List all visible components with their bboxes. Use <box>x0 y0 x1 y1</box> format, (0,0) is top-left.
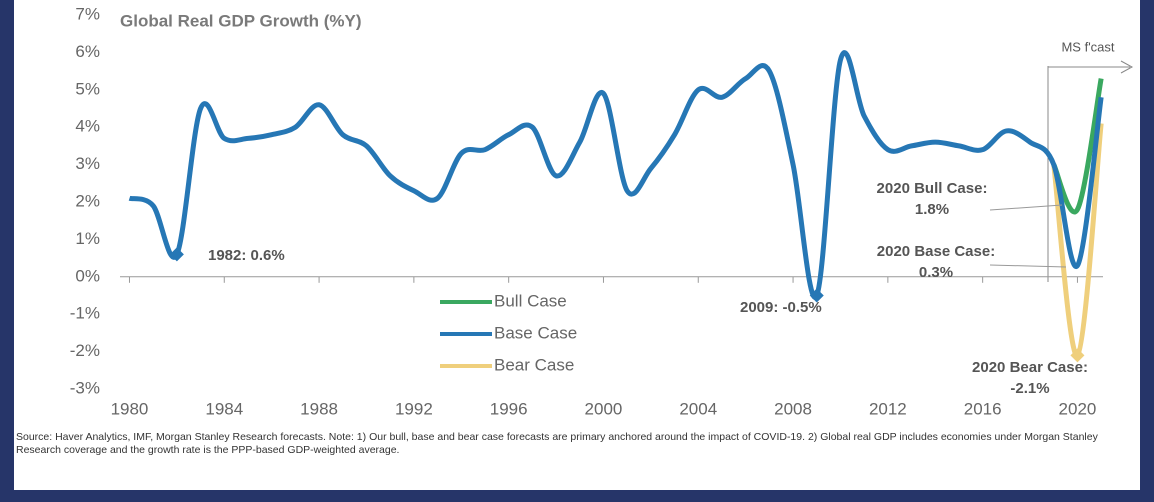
annotation: -2.1% <box>1010 380 1049 397</box>
annotation-arrow <box>989 204 1063 211</box>
panel <box>14 0 1140 490</box>
y-tick-label: 6% <box>75 42 100 61</box>
series-line <box>128 50 1104 300</box>
y-tick-label: 7% <box>75 4 100 23</box>
annotation: 2020 Base Case: <box>877 243 995 260</box>
x-tick-label: 2012 <box>869 399 907 418</box>
annotation-arrow <box>989 264 1067 268</box>
chart-title: Global Real GDP Growth (%Y) <box>120 11 362 30</box>
x-tick-label: 2020 <box>1059 399 1097 418</box>
point-marker <box>1070 348 1085 363</box>
x-tick-label: 2008 <box>774 399 812 418</box>
forecast-arrowhead <box>1120 60 1134 74</box>
annotation: 1.8% <box>915 201 949 218</box>
x-tick-label: 2000 <box>585 399 623 418</box>
x-tick-label: 1984 <box>205 399 243 418</box>
x-tick-label: 1992 <box>395 399 433 418</box>
y-tick-label: -3% <box>70 378 100 397</box>
y-tick-label: 0% <box>75 266 100 285</box>
point-marker <box>809 288 824 303</box>
annotation: 2020 Bull Case: <box>877 180 988 197</box>
y-tick-label: 2% <box>75 191 100 210</box>
y-tick-label: 3% <box>75 154 100 173</box>
annotation: 2020 Bear Case: <box>972 359 1088 376</box>
x-tick-label: 2004 <box>679 399 717 418</box>
y-tick-label: -1% <box>70 304 100 323</box>
y-tick-label: 4% <box>75 117 100 136</box>
annotation: 0.3% <box>919 264 953 281</box>
annotation: 1982: 0.6% <box>208 247 285 264</box>
x-tick-label: 1988 <box>300 399 338 418</box>
x-tick-label: 2016 <box>964 399 1002 418</box>
point-marker <box>169 247 184 262</box>
y-tick-label: 5% <box>75 79 100 98</box>
x-tick-label: 1996 <box>490 399 528 418</box>
annotation: MS f'cast <box>1061 39 1114 54</box>
legend-label: Base Case <box>494 323 577 342</box>
x-tick-label: 1980 <box>111 399 149 418</box>
y-tick-label: 1% <box>75 229 100 248</box>
y-tick-label: -2% <box>70 341 100 360</box>
legend-label: Bear Case <box>494 355 574 374</box>
legend-label: Bull Case <box>494 291 567 310</box>
source-note: Source: Haver Analytics, IMF, Morgan Sta… <box>16 431 1098 456</box>
annotation: 2009: -0.5% <box>740 299 822 316</box>
